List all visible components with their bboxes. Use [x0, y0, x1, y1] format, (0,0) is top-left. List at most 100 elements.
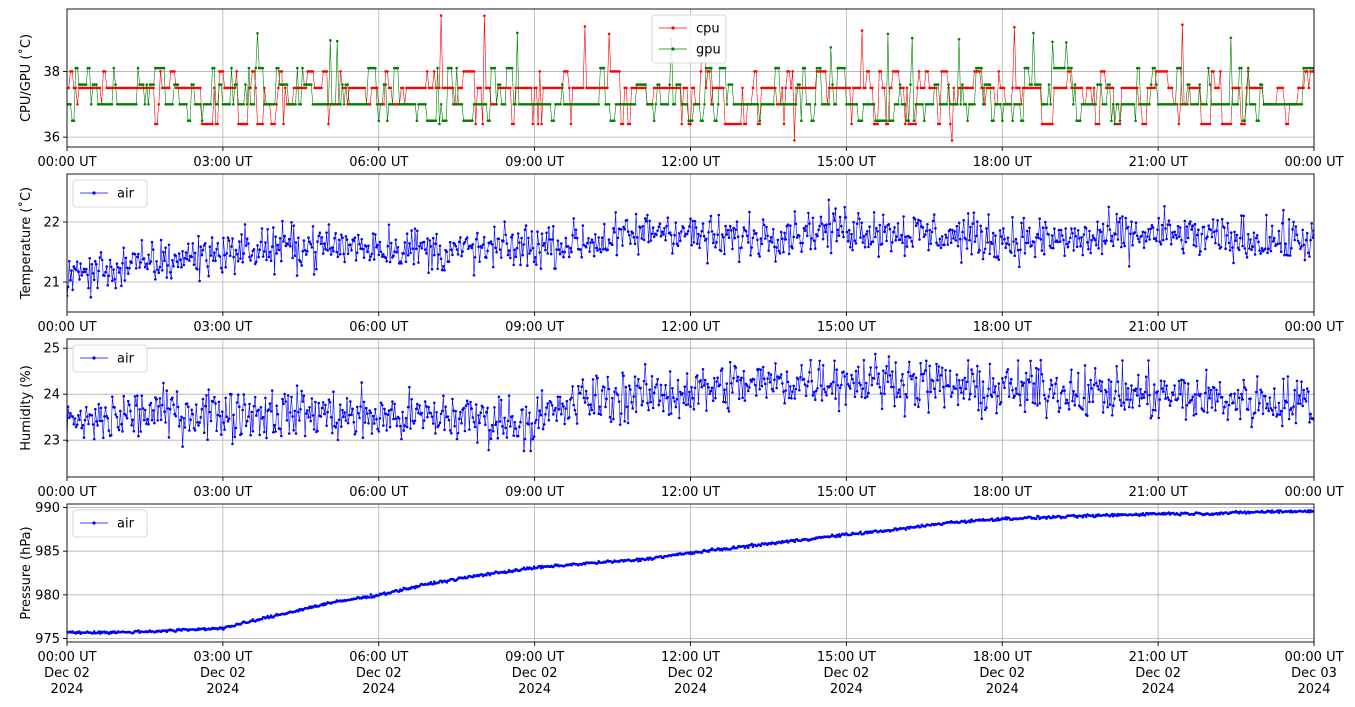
data-point — [312, 273, 316, 276]
data-point — [422, 240, 426, 244]
data-point — [756, 238, 759, 242]
data-point — [945, 70, 949, 73]
data-point — [143, 103, 147, 106]
data-point — [1281, 86, 1285, 90]
data-point — [539, 413, 543, 417]
data-point — [637, 86, 640, 90]
data-point — [838, 66, 841, 70]
data-point — [579, 392, 582, 395]
x-tick-label: 21:00 UT — [1129, 155, 1188, 170]
data-point — [573, 408, 577, 412]
data-point — [157, 271, 161, 275]
data-point — [74, 425, 78, 429]
data-point — [155, 122, 159, 126]
data-point — [481, 122, 485, 126]
data-point — [277, 86, 280, 90]
data-point — [637, 253, 640, 256]
data-point — [615, 253, 619, 257]
data-point — [748, 386, 751, 389]
data-point — [265, 258, 268, 262]
data-point — [339, 70, 342, 73]
data-point — [1142, 246, 1146, 249]
data-point — [1202, 410, 1206, 413]
data-point — [440, 268, 444, 272]
data-point — [447, 260, 451, 263]
data-point — [538, 251, 541, 254]
data-point — [810, 119, 813, 122]
data-point — [907, 119, 910, 122]
data-point — [67, 285, 70, 289]
data-point — [555, 248, 558, 251]
data-point — [1063, 66, 1066, 70]
data-point — [1086, 414, 1089, 418]
x-tick-label: 06:00 UT — [349, 650, 408, 665]
data-point — [524, 224, 528, 227]
data-point — [756, 103, 760, 106]
data-point — [930, 230, 934, 234]
data-point — [324, 247, 327, 251]
data-point — [108, 258, 112, 262]
data-point — [529, 249, 532, 252]
data-point — [962, 219, 965, 222]
data-point — [613, 390, 616, 394]
data-point — [227, 239, 231, 242]
data-point — [474, 103, 478, 106]
data-point — [761, 103, 765, 106]
data-point — [531, 122, 535, 126]
data-point — [143, 265, 147, 269]
data-point — [789, 86, 793, 90]
data-point — [100, 258, 104, 262]
data-point — [964, 387, 968, 391]
data-point — [1250, 103, 1253, 106]
data-point — [1068, 70, 1072, 73]
data-point — [921, 103, 924, 106]
data-point — [1022, 381, 1026, 385]
data-point — [690, 386, 693, 389]
data-point — [776, 238, 780, 242]
data-point — [379, 401, 383, 405]
data-point — [242, 252, 246, 255]
data-point — [996, 516, 999, 520]
data-point — [212, 66, 216, 70]
data-point — [1044, 397, 1047, 401]
data-point — [1045, 416, 1048, 420]
data-point — [90, 414, 94, 417]
data-point — [256, 244, 259, 247]
data-point — [423, 248, 427, 251]
data-point — [947, 385, 951, 388]
data-point — [107, 274, 111, 278]
data-point — [207, 122, 211, 126]
data-point — [1222, 122, 1226, 126]
data-point — [1254, 236, 1258, 240]
data-point — [561, 83, 564, 86]
data-point — [545, 231, 548, 235]
data-point — [513, 420, 517, 424]
data-point — [1278, 242, 1282, 245]
data-point — [224, 396, 227, 400]
data-point — [896, 391, 900, 395]
data-point — [1104, 103, 1108, 106]
data-point — [353, 236, 357, 239]
data-point — [1292, 405, 1295, 408]
data-point — [1105, 390, 1108, 394]
data-point — [843, 375, 846, 378]
data-point — [652, 86, 656, 90]
data-point — [181, 86, 185, 90]
data-point — [596, 376, 599, 380]
data-point — [997, 70, 1001, 73]
data-point — [1049, 378, 1053, 382]
data-point — [893, 404, 896, 408]
data-point — [800, 119, 803, 122]
data-point — [221, 410, 224, 414]
data-point — [928, 364, 931, 368]
data-point — [835, 368, 838, 372]
data-point — [818, 359, 821, 363]
data-point — [601, 248, 605, 251]
data-point — [915, 396, 919, 400]
data-point — [94, 407, 97, 411]
data-point — [850, 373, 853, 377]
data-point — [439, 412, 443, 416]
data-point — [740, 246, 743, 249]
data-point — [1252, 231, 1256, 235]
